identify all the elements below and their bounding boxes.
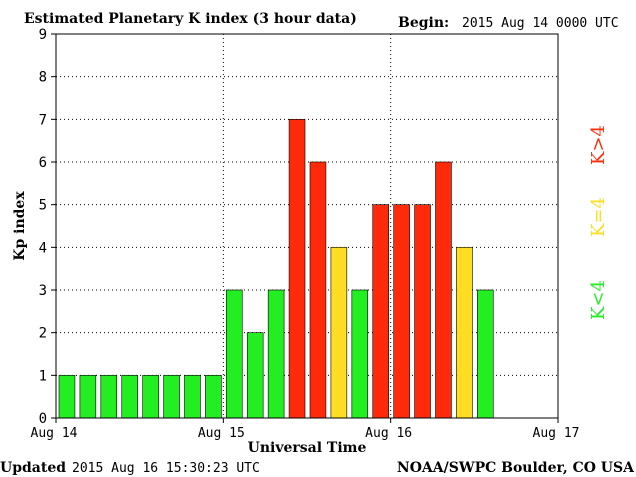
y-tick-label: 4 (39, 240, 47, 256)
begin-label: Begin: (398, 15, 449, 31)
legend-entry: K=4 (588, 197, 609, 237)
x-axis-label: Universal Time (248, 440, 367, 456)
kp-bar (393, 204, 410, 419)
legend-entry: K>4 (588, 125, 609, 165)
kp-bar (330, 247, 348, 419)
kp-bar (372, 204, 389, 419)
kp-bar (309, 161, 327, 419)
kp-bar (477, 289, 494, 419)
legend: K<4 K=4 K>4 (588, 125, 609, 320)
kp-bar (79, 375, 97, 419)
chart-title: Estimated Planetary K index (3 hour data… (24, 11, 357, 27)
kp-bar (414, 204, 431, 419)
kp-bar (58, 375, 76, 419)
updated-label: Updated (0, 460, 66, 476)
y-tick-label: 8 (39, 70, 47, 86)
kp-bar (205, 375, 222, 419)
legend-entry: K<4 (588, 280, 609, 320)
y-tick-label: 7 (39, 112, 47, 128)
kp-bar (142, 375, 159, 419)
y-tick-label: 1 (39, 368, 47, 384)
begin-value: 2015 Aug 14 0000 UTC (462, 16, 619, 31)
y-tick-label: 0 (39, 411, 47, 427)
y-tick-label: 6 (39, 155, 47, 171)
kp-bar (246, 332, 264, 419)
y-tick-label: 9 (39, 27, 47, 43)
plot-frame (55, 33, 559, 419)
y-tick-label: 2 (39, 326, 47, 342)
y-tick-label: 5 (39, 198, 47, 214)
updated-value: 2015 Aug 16 15:30:23 UTC (72, 461, 260, 476)
y-axis-ticks: 0 1 2 3 4 5 6 7 8 9 (39, 27, 56, 427)
y-axis-label: Kp index (12, 191, 28, 261)
x-tick-label: Aug 16 (365, 426, 412, 441)
x-axis-ticks: Aug 14 Aug 15 Aug 16 Aug 17 (31, 418, 580, 441)
kp-bar (226, 289, 243, 419)
bars (58, 119, 494, 419)
kp-bar (435, 161, 452, 419)
kp-bar (184, 375, 201, 419)
x-tick-label: Aug 15 (198, 426, 245, 441)
kp-bar (288, 119, 306, 419)
kp-bar (456, 247, 473, 419)
source-credit: NOAA/SWPC Boulder, CO USA (397, 460, 635, 476)
kp-bar (121, 375, 138, 419)
kp-bar (163, 375, 180, 419)
x-tick-label: Aug 14 (31, 426, 78, 441)
grid (56, 34, 558, 418)
x-tick-label: Aug 17 (533, 426, 580, 441)
y-tick-label: 3 (39, 283, 47, 299)
kp-bar (267, 289, 285, 419)
kp-bar (100, 375, 118, 419)
kp-bar (351, 289, 369, 419)
